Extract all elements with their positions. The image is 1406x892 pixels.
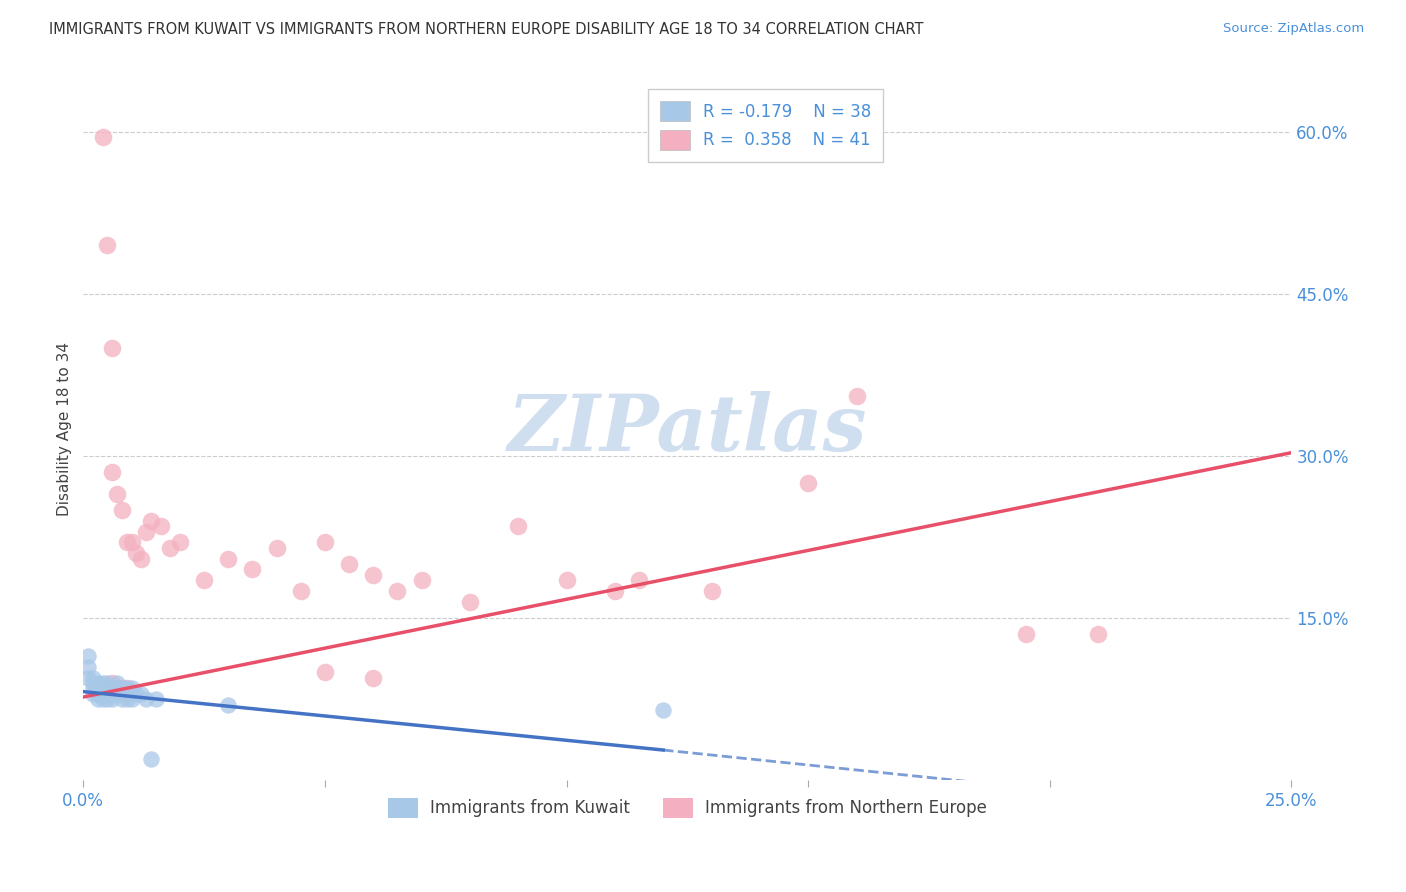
Point xyxy=(101,687,124,701)
Point xyxy=(217,698,239,712)
Point xyxy=(91,681,114,696)
Point xyxy=(101,681,124,696)
Point xyxy=(105,487,128,501)
Point xyxy=(797,475,820,490)
Point xyxy=(217,551,239,566)
Point xyxy=(845,389,868,403)
Point xyxy=(82,681,104,696)
Point xyxy=(121,535,143,549)
Point xyxy=(139,514,162,528)
Point xyxy=(91,676,114,690)
Point xyxy=(87,692,110,706)
Point xyxy=(135,524,157,539)
Point xyxy=(125,546,148,560)
Point xyxy=(101,341,124,355)
Point xyxy=(361,671,384,685)
Point xyxy=(77,648,100,663)
Point xyxy=(77,671,100,685)
Point xyxy=(337,557,360,571)
Point xyxy=(145,692,167,706)
Point xyxy=(115,535,138,549)
Point xyxy=(121,681,143,696)
Point xyxy=(149,519,172,533)
Point xyxy=(193,574,215,588)
Point xyxy=(314,535,336,549)
Point xyxy=(96,681,118,696)
Y-axis label: Disability Age 18 to 34: Disability Age 18 to 34 xyxy=(58,342,72,516)
Point xyxy=(87,681,110,696)
Point xyxy=(1014,627,1036,641)
Point xyxy=(555,574,578,588)
Point xyxy=(87,687,110,701)
Point xyxy=(101,465,124,479)
Point xyxy=(111,681,134,696)
Point xyxy=(242,562,264,576)
Point xyxy=(105,681,128,696)
Point xyxy=(169,535,191,549)
Legend: Immigrants from Kuwait, Immigrants from Northern Europe: Immigrants from Kuwait, Immigrants from … xyxy=(381,791,993,825)
Point xyxy=(105,687,128,701)
Point xyxy=(101,676,124,690)
Point xyxy=(82,687,104,701)
Point xyxy=(129,687,152,701)
Point xyxy=(91,129,114,144)
Point xyxy=(91,687,114,701)
Point xyxy=(115,681,138,696)
Point xyxy=(314,665,336,680)
Point xyxy=(159,541,181,555)
Point xyxy=(115,692,138,706)
Point xyxy=(111,503,134,517)
Point xyxy=(101,692,124,706)
Text: Source: ZipAtlas.com: Source: ZipAtlas.com xyxy=(1223,22,1364,36)
Point xyxy=(508,519,530,533)
Point xyxy=(96,692,118,706)
Point xyxy=(91,692,114,706)
Point xyxy=(77,659,100,673)
Point xyxy=(105,681,128,696)
Point xyxy=(135,692,157,706)
Point xyxy=(361,567,384,582)
Point xyxy=(129,551,152,566)
Point xyxy=(111,692,134,706)
Point xyxy=(82,676,104,690)
Point xyxy=(96,676,118,690)
Point xyxy=(1087,627,1109,641)
Point xyxy=(139,752,162,766)
Point xyxy=(96,687,118,701)
Point xyxy=(652,703,675,717)
Point xyxy=(411,574,433,588)
Point xyxy=(121,692,143,706)
Point xyxy=(603,584,626,599)
Text: ZIPatlas: ZIPatlas xyxy=(508,391,868,467)
Point xyxy=(87,676,110,690)
Point xyxy=(290,584,312,599)
Point xyxy=(628,574,651,588)
Point xyxy=(458,595,481,609)
Point xyxy=(125,687,148,701)
Point xyxy=(82,671,104,685)
Point xyxy=(111,681,134,696)
Point xyxy=(700,584,723,599)
Point xyxy=(105,676,128,690)
Point xyxy=(115,681,138,696)
Point xyxy=(387,584,409,599)
Point xyxy=(266,541,288,555)
Point xyxy=(96,238,118,252)
Text: IMMIGRANTS FROM KUWAIT VS IMMIGRANTS FROM NORTHERN EUROPE DISABILITY AGE 18 TO 3: IMMIGRANTS FROM KUWAIT VS IMMIGRANTS FRO… xyxy=(49,22,924,37)
